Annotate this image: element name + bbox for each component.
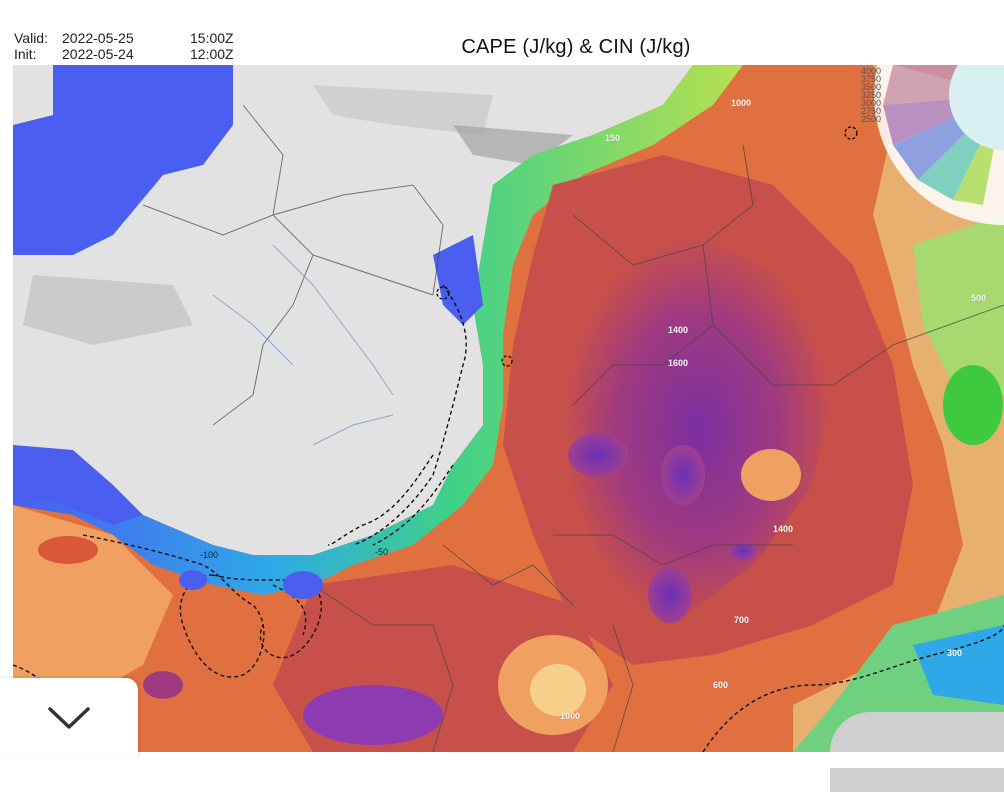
sea-northwest [13,65,233,255]
cape-label: 1000 [560,711,581,721]
bottom-bar [0,752,1004,768]
cape-max [661,445,705,505]
cin-core [283,571,323,599]
chevron-down-icon [48,707,90,729]
country-borders [142,104,1004,752]
legend-scale: 4000 3750 3500 3250 3000 2750 2500 [861,66,882,124]
rivers [212,244,394,446]
cape-core [563,235,833,625]
cape-max-south [303,685,443,745]
land-corner [13,65,53,125]
cin-cell [501,355,513,367]
collapse-button[interactable] [0,678,138,758]
cin-label: -50 [375,547,389,557]
cape-label: 150 [605,133,621,143]
legend-wheel [874,65,1004,225]
valid-time: 15:00Z [190,30,234,46]
green-zone [913,215,1004,395]
relief [313,85,493,135]
cape-label: 1400 [773,524,794,534]
green-zone [943,365,1003,445]
land-grey [13,65,693,555]
cin-label: -100 [200,550,219,560]
cin-cell [844,126,858,140]
cape-dip [741,449,801,501]
relief [23,275,193,345]
valid-date: 2022-05-25 [62,30,134,46]
sea-inlet [433,235,483,325]
cape-label: 500 [971,293,987,303]
cape-max [648,567,692,623]
sea-south [13,445,143,525]
map-canvas [13,65,1004,752]
cape-label: 300 [947,648,963,658]
cape-max [568,433,628,477]
map-title: CAPE (J/kg) & CIN (J/kg) [461,36,691,58]
cin-cell [436,286,450,300]
init-date: 2022-05-24 [62,46,134,62]
cape-cell [38,536,98,564]
blue-zone [913,625,1004,705]
valid-label: Valid: [14,30,48,46]
weather-map[interactable]: 1000 150 1400 1600 1400 500 700 300 600 … [13,65,1004,752]
cape-max [729,541,757,561]
cape-label: 1600 [668,358,689,368]
cin-core [179,570,207,590]
init-time: 12:00Z [190,46,234,62]
cape-label: 600 [713,680,729,690]
cape-low-south [530,664,586,716]
init-label: Init: [14,46,37,62]
cape-label: 1400 [668,325,689,335]
coastal-gradient [13,65,743,595]
cape-cell [143,671,183,699]
cape-label: 1000 [731,98,752,108]
cape-label: 700 [734,615,750,625]
